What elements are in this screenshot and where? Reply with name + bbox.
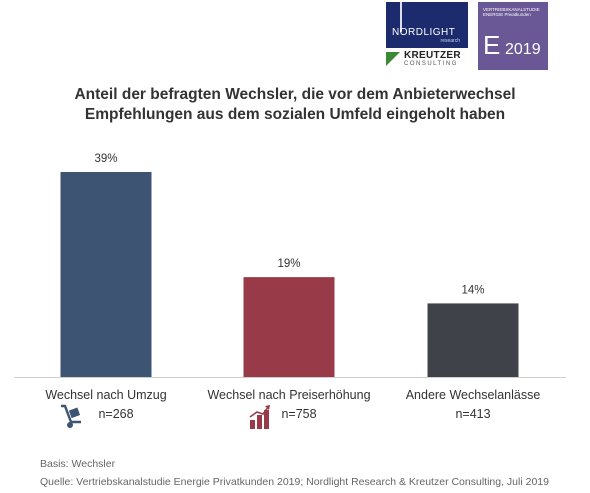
kreutzer-logo: KREUTZER CONSULTING	[386, 50, 468, 70]
source-note: Quelle: Vertriebskanalstudie Energie Pri…	[40, 476, 549, 488]
chart-title-line2: Empfehlungen aus dem sozialen Umfeld ein…	[84, 106, 506, 123]
bar-value-label: 14%	[461, 284, 484, 296]
lighthouse-beam-icon	[400, 2, 402, 32]
bar	[243, 277, 335, 377]
sample-size-label: n=758	[281, 407, 316, 421]
bar-value-label: 19%	[277, 258, 300, 270]
basis-note: Basis: Wechsler	[40, 458, 116, 470]
study-logo-line2: ENERGIE Privatkunden	[483, 12, 531, 17]
nordlight-logo-subtext: research	[440, 38, 460, 44]
hand-truck-icon	[61, 404, 81, 428]
bar	[60, 172, 152, 377]
kreutzer-logo-text: KREUTZER	[404, 50, 461, 61]
rising-bars-icon	[249, 405, 270, 429]
chart-title-line1: Anteil der befragten Wechsler, die vor d…	[74, 86, 516, 103]
study-logo: VERTRIEBSKANALSTUDIE ENERGIE Privatkunde…	[478, 2, 548, 70]
category-label: Wechsel nach Preiserhöhung	[207, 388, 370, 402]
study-logo-line1: VERTRIEBSKANALSTUDIE	[483, 7, 540, 12]
category-label: Andere Wechselanlässe	[406, 388, 541, 402]
study-logo-text: VERTRIEBSKANALSTUDIE ENERGIE Privatkunde…	[483, 7, 545, 17]
chart-title: Anteil der befragten Wechsler, die vor d…	[0, 85, 590, 125]
category-label: Wechsel nach Umzug	[45, 388, 166, 402]
sample-size-label: n=413	[455, 407, 490, 421]
bar-value-label: 39%	[94, 153, 117, 165]
study-logo-letter: E	[483, 30, 501, 60]
kreutzer-logo-subtext: CONSULTING	[404, 61, 458, 67]
study-logo-year: 2019	[505, 41, 541, 58]
nordlight-logo: NORDLIGHT research	[386, 2, 468, 48]
nordlight-logo-text: NORDLIGHT	[392, 27, 456, 38]
sample-size-label: n=268	[98, 407, 133, 421]
bar	[427, 303, 519, 377]
